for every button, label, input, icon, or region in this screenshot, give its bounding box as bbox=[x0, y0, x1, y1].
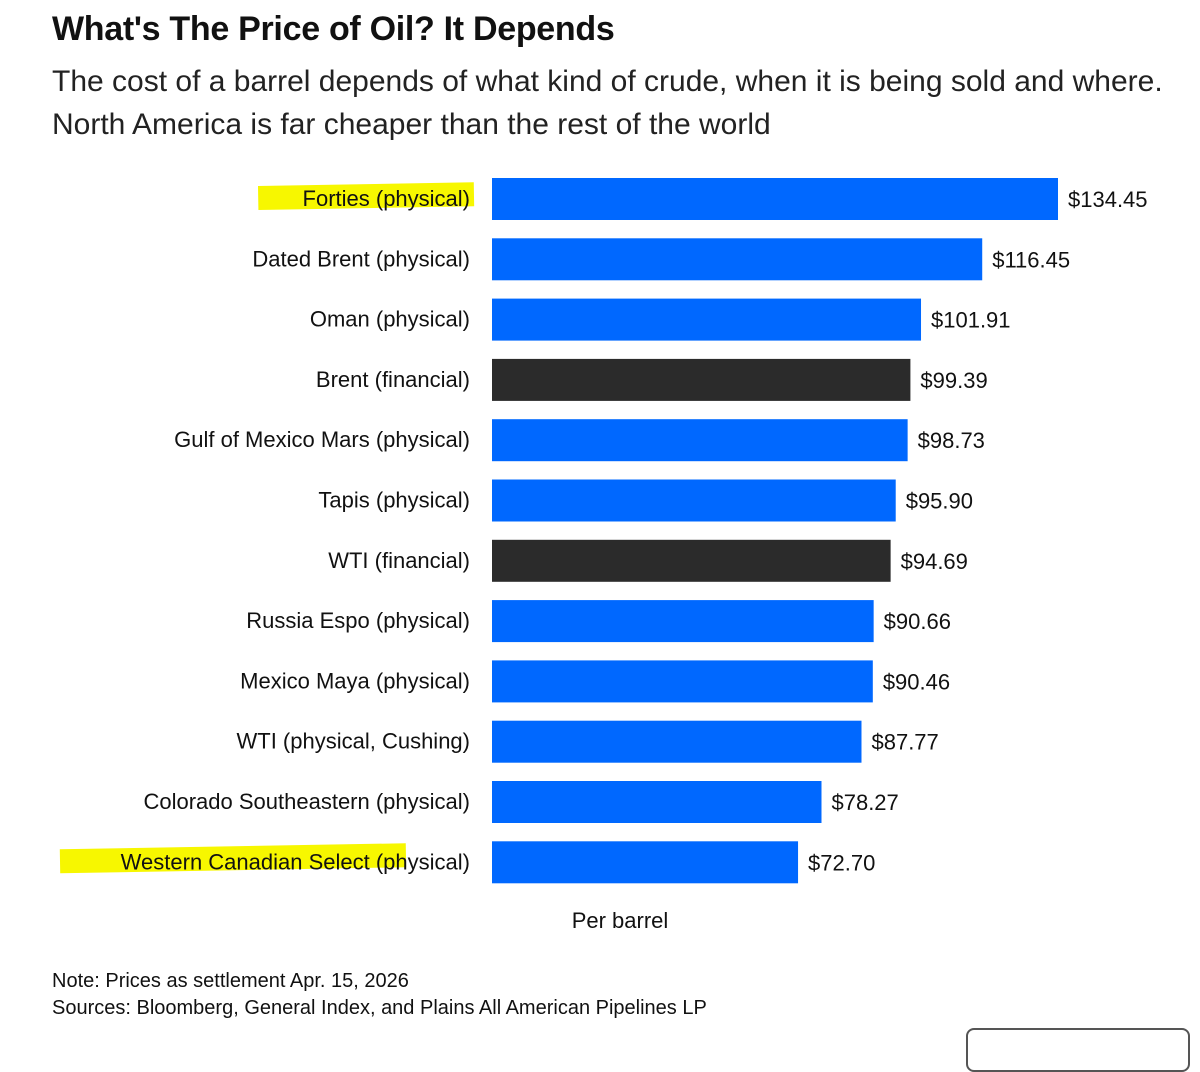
bar bbox=[492, 539, 891, 582]
bar-chart: Forties (physical) $134.45 Dated Brent (ph… bbox=[59, 178, 1148, 933]
x-axis-label: Per barrel bbox=[572, 908, 669, 933]
bar bbox=[492, 720, 862, 763]
bar bbox=[492, 178, 1058, 220]
category-label: Brent (financial) bbox=[316, 367, 470, 392]
bar bbox=[492, 298, 922, 341]
note-text: Note: Prices as settlement Apr. 15, 2026 bbox=[52, 970, 409, 992]
value-label: $134.45 bbox=[1068, 187, 1148, 212]
value-label: $90.46 bbox=[883, 669, 950, 694]
category-label: Tapis (physical) bbox=[318, 488, 470, 513]
highlight-mark bbox=[257, 182, 475, 210]
sources-text: Sources: Bloomberg, General Index, and P… bbox=[52, 997, 707, 1019]
bar bbox=[492, 660, 873, 703]
value-label: $78.27 bbox=[831, 790, 898, 815]
category-label: Forties (physical) bbox=[303, 186, 470, 211]
category-label: Dated Brent (physical) bbox=[252, 246, 470, 271]
bar bbox=[492, 781, 822, 823]
category-label: Gulf of Mexico Mars (physical) bbox=[174, 427, 470, 452]
value-label: $72.70 bbox=[808, 850, 875, 875]
bar bbox=[492, 419, 908, 462]
chart-footnote: Note: Prices as settlement Apr. 15, 2026… bbox=[52, 968, 707, 1022]
category-label: WTI (physical, Cushing) bbox=[236, 729, 470, 754]
category-label: Western Canadian Select (physical) bbox=[121, 849, 470, 874]
bar bbox=[492, 358, 911, 401]
value-label: $116.45 bbox=[992, 247, 1070, 272]
bar bbox=[492, 479, 896, 522]
value-label: $95.90 bbox=[906, 489, 973, 514]
value-label: $90.66 bbox=[884, 609, 951, 634]
value-label: $87.77 bbox=[871, 730, 938, 755]
category-label: Mexico Maya (physical) bbox=[240, 668, 470, 693]
value-label: $99.39 bbox=[920, 368, 987, 393]
value-label: $94.69 bbox=[901, 549, 968, 574]
chart-title: What's The Price of Oil? It Depends bbox=[52, 10, 615, 48]
bar bbox=[492, 600, 874, 643]
overlay-box bbox=[966, 1028, 1190, 1072]
value-label: $98.73 bbox=[918, 428, 985, 453]
category-label: Colorado Southeastern (physical) bbox=[143, 789, 470, 814]
bar bbox=[492, 841, 799, 884]
bar bbox=[492, 238, 983, 281]
value-label: $101.91 bbox=[931, 308, 1011, 333]
category-label: Russia Espo (physical) bbox=[246, 608, 470, 633]
chart-subtitle: The cost of a barrel depends of what kin… bbox=[52, 65, 1163, 141]
highlight-mark bbox=[59, 843, 407, 874]
category-label: WTI (financial) bbox=[328, 548, 470, 573]
category-label: Oman (physical) bbox=[310, 307, 470, 332]
